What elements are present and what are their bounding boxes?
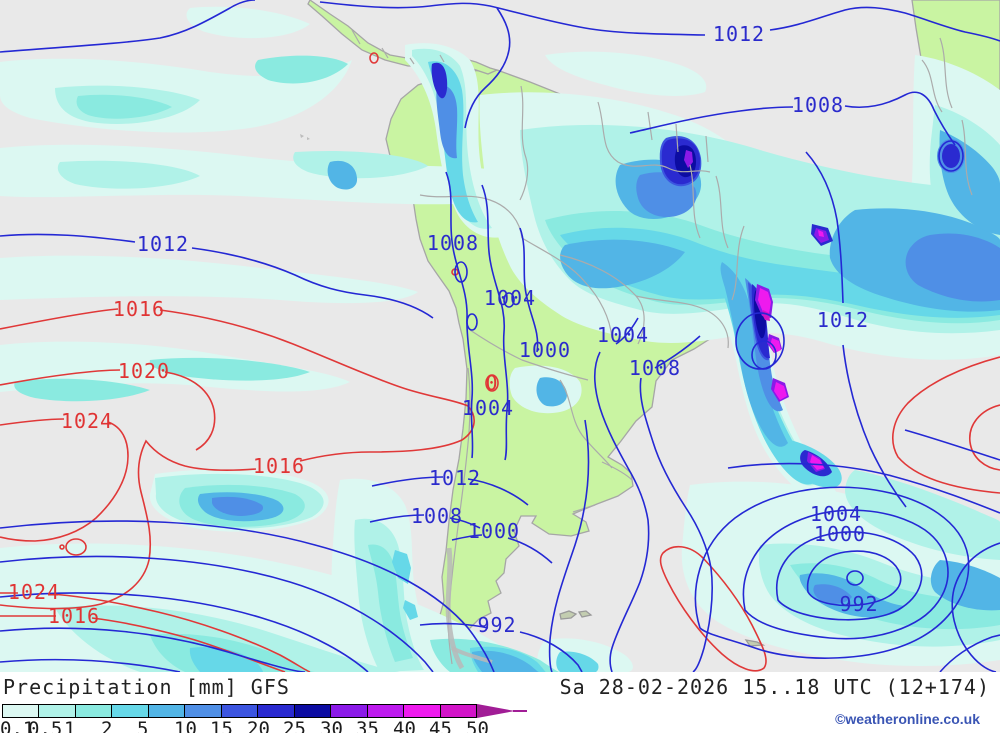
- legend-cell-5: [148, 705, 186, 717]
- precipitation-fields: [0, 6, 1000, 672]
- legend-value-label: 20: [247, 718, 270, 733]
- isobar-label-1012: 1012: [817, 308, 869, 332]
- isobar-label-1024: 1024: [61, 409, 113, 433]
- forecast-datetime: Sa 28-02-2026 15..18 UTC (12+174): [559, 675, 990, 699]
- footer-bar: Precipitation [mm] GFS Sa 28-02-2026 15.…: [0, 672, 1000, 733]
- legend-cell-0.5: [39, 705, 76, 717]
- isobars-blue: [0, 0, 1000, 672]
- country-borders: [351, 29, 973, 665]
- isobar-label-1000: 1000: [519, 338, 571, 362]
- falkland-islands: [559, 610, 593, 620]
- legend-value-label: 25: [283, 718, 306, 733]
- isobar-label-1000: 1000: [814, 522, 866, 546]
- isobar-label-1020: 1020: [118, 359, 170, 383]
- isobar-label-1004: 1004: [484, 286, 536, 310]
- legend-arrow-tip: [513, 710, 527, 712]
- isobar-label-1012: 1012: [429, 466, 481, 490]
- legend-value-label: 15: [210, 718, 233, 733]
- legend-value-label: 40: [393, 718, 416, 733]
- legend-labels: 0.1 0.5 1 2 5 10 15 20 25 30 35 40 45 50: [0, 718, 540, 733]
- legend-cell-45: [440, 705, 477, 717]
- south-georgia: [744, 639, 766, 647]
- legend-cell-40: [404, 705, 441, 717]
- legend-arrow-icon: [477, 704, 515, 718]
- isobar-label-1016: 1016: [113, 297, 165, 321]
- isobar-label-1004: 1004: [462, 396, 514, 420]
- isobar-label-1016: 1016: [48, 604, 100, 628]
- legend-value-label: 1: [64, 718, 76, 733]
- isobar-label-1008: 1008: [629, 356, 681, 380]
- isobar-label-1024: 1024: [8, 580, 60, 604]
- legend-cell-0.1: [3, 705, 40, 717]
- isobar-label-1008: 1008: [427, 231, 479, 255]
- isobar-label-1000: 1000: [468, 519, 520, 543]
- legend-cell-35: [367, 705, 405, 717]
- legend-cell-25: [294, 705, 332, 717]
- legend-value-label: 30: [320, 718, 343, 733]
- isobar-label-1008: 1008: [792, 93, 844, 117]
- legend-bar: [2, 704, 477, 718]
- precipitation-map: 1012 1008 1012 1008 1004 1000 1004 1008 1012 1004…: [0, 0, 1000, 672]
- legend-cell-30: [331, 705, 368, 717]
- isobar-label-992: 992: [839, 592, 878, 616]
- isobars-red: [0, 52, 1000, 672]
- legend-cell-1: [75, 705, 113, 717]
- legend-cell-20: [258, 705, 295, 717]
- legend-cell-15: [221, 705, 259, 717]
- legend-value-label: 0.5: [28, 718, 63, 733]
- galapagos: [300, 134, 310, 140]
- isobar-label-1008: 1008: [411, 504, 463, 528]
- legend-value-label: 2: [101, 718, 113, 733]
- isobar-label-1016: 1016: [253, 454, 305, 478]
- legend-value-label: 50: [466, 718, 489, 733]
- central-america: [307, 0, 499, 75]
- isobar-label-1004: 1004: [597, 323, 649, 347]
- isobar-label-0: 0: [485, 371, 498, 395]
- legend-cell-2: [112, 705, 149, 717]
- isobar-label-1012: 1012: [137, 232, 189, 256]
- legend-cell-10: [185, 705, 222, 717]
- isobar-label-1004: 1004: [810, 502, 862, 526]
- isobar-label-992: 992: [477, 613, 516, 637]
- map-title: Precipitation [mm] GFS: [3, 675, 290, 699]
- legend-value-label: 10: [174, 718, 197, 733]
- legend-value-label: 5: [137, 718, 149, 733]
- isobar-label-1012: 1012: [713, 22, 765, 46]
- legend-value-label: 0.1: [0, 718, 35, 733]
- legend-value-label: 45: [429, 718, 452, 733]
- legend-value-label: 35: [356, 718, 379, 733]
- copyright-text: ©weatheronline.co.uk: [835, 711, 980, 727]
